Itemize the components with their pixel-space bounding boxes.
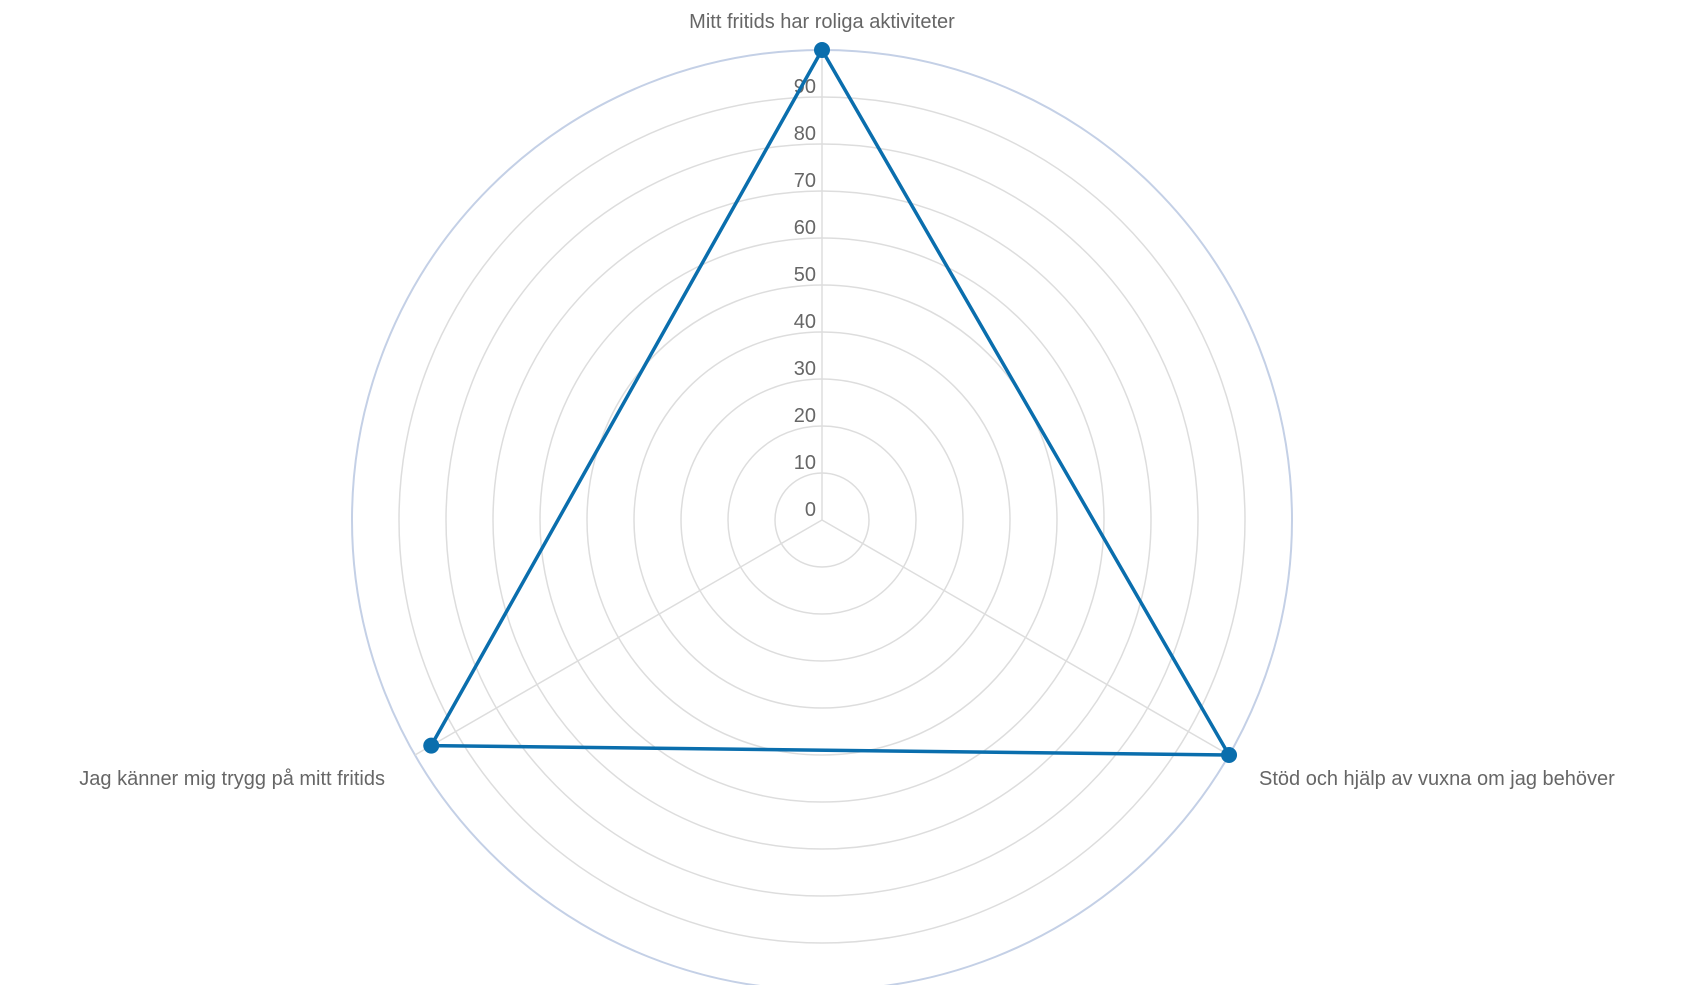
data-point[interactable]: Mitt fritids har roliga aktiviteter: 100 (814, 42, 830, 58)
axis-spoke (414, 519, 823, 756)
tick-label: 10 (794, 452, 816, 474)
tick-label: 70 (794, 170, 816, 192)
category-label: Mitt fritids har roliga aktiviteter (689, 11, 955, 33)
tick-label: 20 (794, 405, 816, 427)
tick-label: 0 (805, 499, 816, 521)
axis-category-labels: Mitt fritids har roliga aktiviteter Stöd … (79, 11, 1615, 790)
tick-label: 50 (794, 264, 816, 286)
tick-label: 60 (794, 217, 816, 239)
data-point[interactable]: Jag känner mig trygg på mitt fritids: 96 (423, 737, 440, 754)
data-series: Mitt fritids har roliga aktiviteter: 100… (423, 42, 1238, 763)
axis-spoke (821, 519, 1230, 756)
tick-label: 30 (794, 358, 816, 380)
data-point[interactable]: Stöd och hjälp av vuxna om jag behöver: … (1221, 747, 1238, 763)
axis-spokes (414, 50, 1230, 756)
tick-label: 80 (794, 123, 816, 145)
tick-label: 40 (794, 311, 816, 333)
category-label: Jag känner mig trygg på mitt fritids (79, 768, 385, 790)
category-label: Stöd och hjälp av vuxna om jag behöver (1259, 768, 1615, 790)
series-line (429, 48, 1231, 757)
